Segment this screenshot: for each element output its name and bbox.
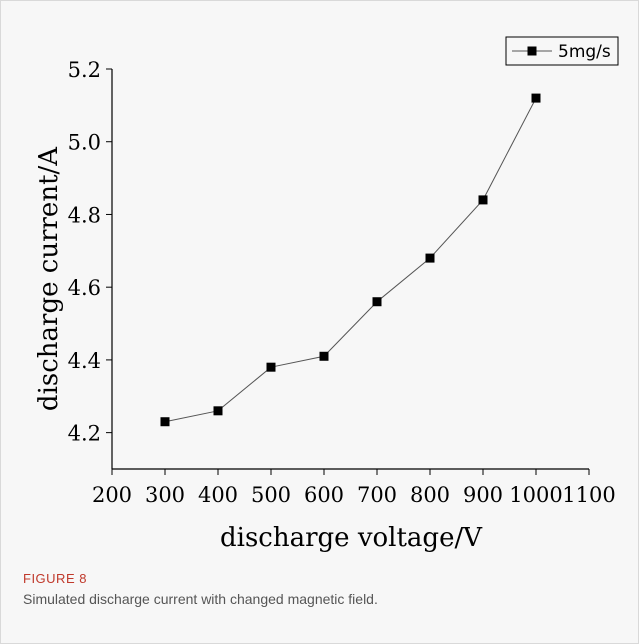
- series-line: [164, 97, 537, 423]
- data-point: [478, 195, 488, 205]
- x-tick-label: 1100: [562, 483, 615, 507]
- data-point: [160, 417, 170, 427]
- data-point: [531, 93, 541, 103]
- data-point: [266, 362, 276, 372]
- y-axis-label: discharge current/A: [34, 146, 64, 411]
- x-tick-label: 900: [463, 483, 503, 507]
- figure-caption-text: Simulated discharge current with changed…: [23, 591, 378, 607]
- ticks: 200 300 400 500 600 700 800 900 1000 1100 4.2 4.4 4.…: [68, 58, 616, 507]
- data-point: [372, 297, 382, 307]
- legend: 5mg/s: [505, 36, 619, 66]
- legend-marker: [527, 46, 537, 56]
- data-point: [425, 253, 435, 263]
- y-tick-label: 4.2: [68, 422, 101, 446]
- figure-caption: FIGURE 8 Simulated discharge current wit…: [23, 571, 623, 607]
- x-tick-label: 400: [198, 483, 238, 507]
- series-layer: [160, 93, 541, 427]
- x-tick-label: 800: [410, 483, 450, 507]
- line-chart: 200 300 400 500 600 700 800 900 1000 1100 4.2 4.4 4.…: [34, 36, 619, 553]
- x-tick-label: 700: [357, 483, 397, 507]
- x-axis-label: discharge voltage/V: [220, 523, 483, 553]
- x-tick-label: 600: [304, 483, 344, 507]
- x-tick-label: 300: [145, 483, 185, 507]
- x-tick-label: 1000: [509, 483, 562, 507]
- data-point: [213, 406, 223, 416]
- x-tick-label: 200: [92, 483, 132, 507]
- data-point: [319, 351, 329, 361]
- x-tick-label: 500: [251, 483, 291, 507]
- y-tick-label: 4.4: [68, 349, 101, 373]
- axes: [111, 69, 589, 470]
- y-tick-label: 4.8: [68, 203, 101, 227]
- y-tick-label: 4.6: [68, 276, 101, 300]
- figure-label: FIGURE 8: [23, 571, 87, 586]
- y-tick-label: 5.2: [68, 58, 101, 82]
- legend-box: [505, 36, 619, 66]
- y-tick-label: 5.0: [68, 131, 101, 155]
- legend-label: 5mg/s: [558, 42, 611, 62]
